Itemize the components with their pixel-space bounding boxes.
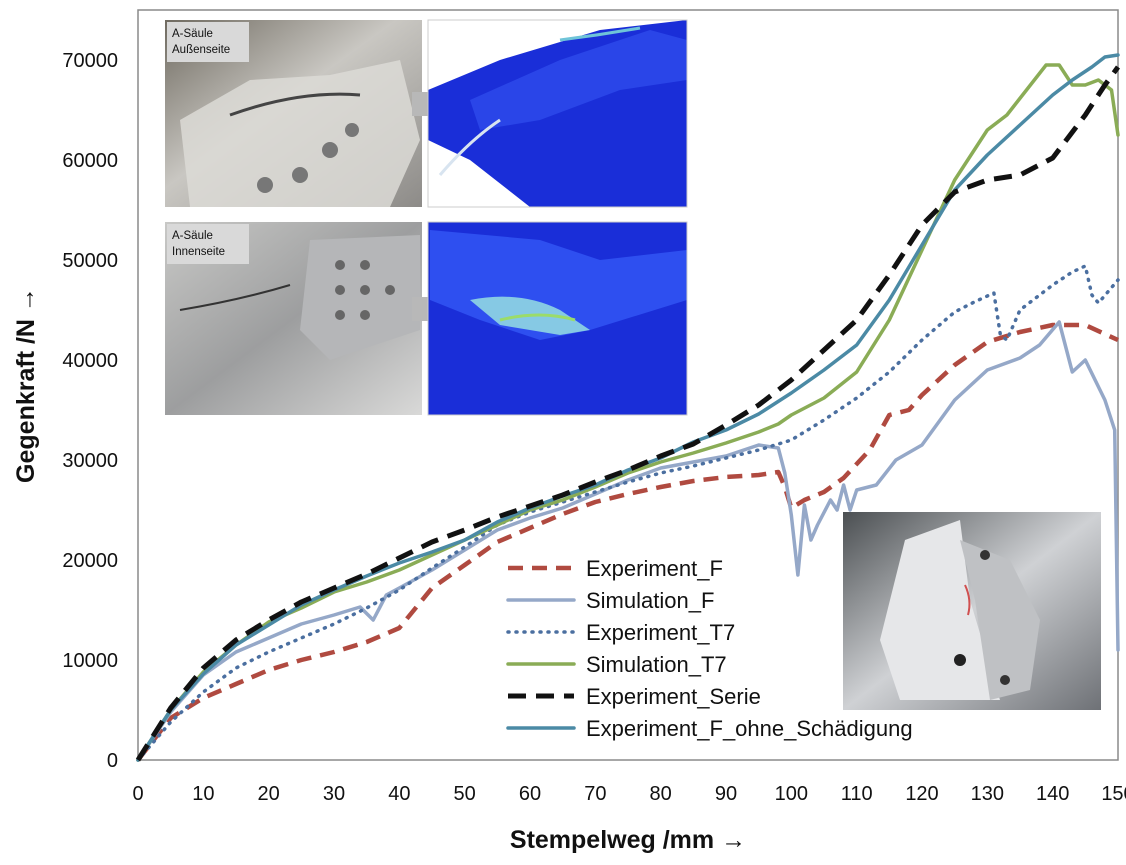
- fe-simulation-image-mid: [427, 221, 688, 416]
- y-tick-label: 60000: [62, 150, 118, 172]
- x-tick-label: 150: [1101, 783, 1126, 805]
- y-axis-title: Gegenkraft /N →: [12, 287, 40, 483]
- y-tick-label: 70000: [62, 50, 118, 72]
- photo-a-saeule-aussenseite: A-Säule Außenseite: [165, 20, 422, 207]
- legend-label: Experiment_F_ohne_Schädigung: [586, 716, 913, 741]
- x-tick-label: 100: [775, 783, 808, 805]
- y-tick-label: 50000: [62, 250, 118, 272]
- x-tick-label: 140: [1036, 783, 1069, 805]
- x-tick-label: 10: [192, 783, 214, 805]
- y-tick-label: 30000: [62, 450, 118, 472]
- x-tick-label: 30: [323, 783, 345, 805]
- legend-label: Experiment_Serie: [586, 684, 761, 709]
- x-tick-label: 90: [715, 783, 737, 805]
- photo-bottom-right: [843, 512, 1101, 710]
- legend-label: Simulation_T7: [586, 652, 727, 677]
- y-tick-label: 0: [107, 750, 118, 772]
- legend-label: Experiment_T7: [586, 620, 735, 645]
- y-tick-label: 20000: [62, 550, 118, 572]
- legend: Experiment_F Simulation_F Experiment_T7 Sim…: [506, 556, 913, 741]
- series-lines: [135, 53, 1121, 762]
- x-tick-label: 130: [971, 783, 1004, 805]
- x-tick-label: 120: [905, 783, 938, 805]
- y-tick-label: 40000: [62, 350, 118, 372]
- series-line-simulation-f: [136, 320, 1120, 762]
- x-tick-label: 50: [454, 783, 476, 805]
- y-axis-ticks: 0 10000 20000 30000 40000 50000 60000 70000: [62, 50, 118, 772]
- fe-simulation-image-top: [427, 19, 688, 208]
- x-axis-title: Stempelweg /mm →: [510, 826, 746, 854]
- x-tick-label: 40: [388, 783, 410, 805]
- x-axis-ticks: 0 10 20 30 40 50 60 70 80 90 100 110 120 130 140 150: [132, 783, 1126, 805]
- legend-label: Simulation_F: [586, 588, 714, 613]
- x-tick-label: 80: [650, 783, 672, 805]
- photo-label-innen-1: A-Säule: [172, 230, 213, 242]
- x-tick-label: 0: [132, 783, 143, 805]
- y-tick-label: 10000: [62, 650, 118, 672]
- photo-label-innen-2: Innenseite: [172, 246, 225, 258]
- photo-a-saeule-innenseite: A-Säule Innenseite: [165, 222, 422, 415]
- series-line-experiment-serie: [135, 65, 1121, 762]
- x-tick-label: 20: [258, 783, 280, 805]
- photo-label-aussen-2: Außenseite: [172, 44, 230, 56]
- legend-label: Experiment_F: [586, 556, 723, 581]
- series-line-experiment-t7: [136, 264, 1120, 762]
- x-tick-label: 110: [841, 783, 873, 805]
- x-tick-label: 60: [519, 783, 541, 805]
- x-tick-label: 70: [584, 783, 606, 805]
- series-line-experiment-f: [136, 322, 1119, 762]
- series-line-simulation-t7: [136, 63, 1120, 762]
- plot-frame: [137, 9, 1119, 761]
- photo-label-aussen-1: A-Säule: [172, 28, 213, 40]
